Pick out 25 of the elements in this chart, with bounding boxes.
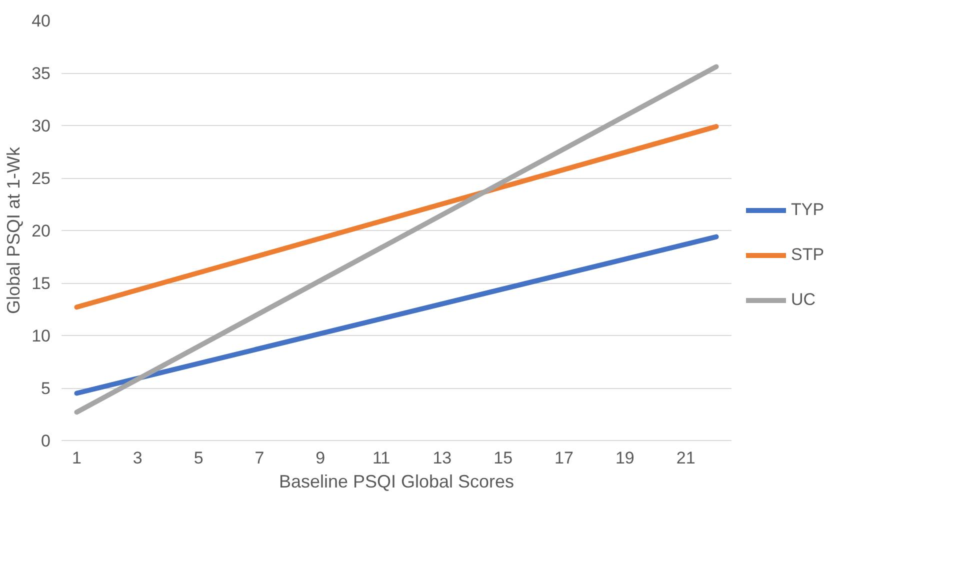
y-tick-label: 0 <box>41 432 51 450</box>
y-tick-label: 30 <box>32 116 51 136</box>
y-axis-title: Global PSQI at 1-Wk <box>4 146 24 314</box>
x-tick-label: 7 <box>254 448 264 468</box>
y-tick-label: 5 <box>41 379 51 398</box>
x-tick-label: 17 <box>554 448 574 468</box>
y-tick-label: 40 <box>32 12 51 30</box>
x-tick-label: 21 <box>676 448 696 468</box>
x-tick-label: 11 <box>372 448 390 468</box>
x-tick-label: 15 <box>494 448 513 468</box>
x-tick-label: 9 <box>316 448 326 468</box>
x-tick-label: 13 <box>432 448 452 468</box>
legend-label: STP <box>791 245 824 265</box>
legend-label: UC <box>791 290 816 310</box>
y-tick-label: 15 <box>32 274 51 293</box>
y-tick-label: 10 <box>32 326 51 346</box>
x-tick-label: 19 <box>615 448 634 468</box>
y-tick-label: 35 <box>32 64 51 83</box>
y-tick-label: 25 <box>32 169 51 188</box>
legend-label: TYP <box>791 200 824 220</box>
x-tick-label: 5 <box>194 448 204 468</box>
x-axis-title: Baseline PSQI Global Scores <box>278 472 514 492</box>
x-tick-label: 3 <box>132 448 142 468</box>
x-tick-label: 1 <box>72 448 82 468</box>
y-tick-label: 20 <box>32 222 51 240</box>
